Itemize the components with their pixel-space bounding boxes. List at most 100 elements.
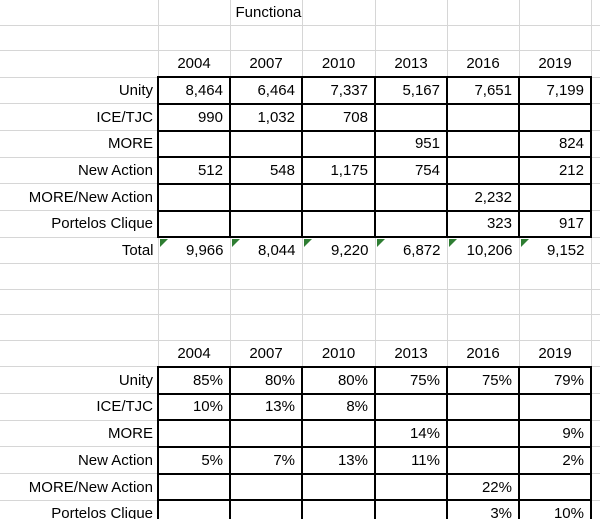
data-cell[interactable]: [518, 472, 592, 502]
year-header[interactable]: 2013: [374, 50, 448, 78]
data-cell[interactable]: 10%: [157, 392, 231, 422]
data-cell[interactable]: 917: [518, 209, 592, 239]
data-cell[interactable]: [518, 102, 592, 132]
data-cell[interactable]: 512: [157, 156, 231, 185]
grid-cell[interactable]: [518, 288, 592, 316]
grid-cell[interactable]: [590, 473, 600, 501]
data-cell[interactable]: [446, 102, 520, 132]
grid-cell[interactable]: [229, 314, 303, 342]
row-label[interactable]: ICE/TJC: [0, 103, 159, 132]
data-cell[interactable]: 548: [229, 156, 303, 185]
data-cell[interactable]: [374, 472, 448, 502]
data-cell[interactable]: [157, 472, 231, 502]
data-cell[interactable]: 1,032: [229, 102, 303, 132]
data-cell[interactable]: [157, 209, 231, 239]
data-cell[interactable]: [229, 472, 303, 502]
data-cell[interactable]: [157, 129, 231, 159]
data-cell[interactable]: 80%: [301, 365, 376, 395]
grid-cell[interactable]: [590, 446, 600, 475]
data-cell[interactable]: 824: [518, 129, 592, 159]
row-label[interactable]: MORE/New Action: [0, 183, 159, 212]
data-cell[interactable]: 2,232: [446, 182, 520, 212]
data-cell[interactable]: 2%: [518, 445, 592, 475]
grid-cell[interactable]: [590, 156, 600, 185]
grid-cell[interactable]: [518, 314, 592, 342]
data-cell[interactable]: 11%: [374, 445, 448, 475]
grid-cell[interactable]: [446, 24, 520, 52]
grid-cell[interactable]: [590, 314, 600, 342]
data-cell[interactable]: 212: [518, 156, 592, 185]
data-cell[interactable]: [229, 499, 303, 519]
data-cell[interactable]: 1,175: [301, 156, 376, 185]
year-header[interactable]: 2016: [446, 340, 520, 368]
row-label[interactable]: New Action: [0, 156, 159, 185]
data-cell[interactable]: 7%: [229, 445, 303, 475]
data-cell[interactable]: [374, 499, 448, 519]
grid-cell[interactable]: [0, 288, 159, 316]
row-label[interactable]: MORE: [0, 419, 159, 448]
data-cell[interactable]: [157, 182, 231, 212]
grid-cell[interactable]: [157, 314, 231, 342]
data-cell[interactable]: 323: [446, 209, 520, 239]
data-cell[interactable]: 6,464: [229, 76, 303, 105]
grid-cell[interactable]: [590, 24, 600, 52]
data-cell[interactable]: 7,651: [446, 76, 520, 105]
year-header[interactable]: 2013: [374, 340, 448, 368]
year-header[interactable]: 2016: [446, 50, 520, 78]
data-cell[interactable]: [301, 129, 376, 159]
data-cell[interactable]: [157, 499, 231, 519]
data-cell[interactable]: [301, 419, 376, 448]
grid-cell[interactable]: [590, 50, 600, 78]
grid-cell[interactable]: [590, 288, 600, 316]
grid-cell[interactable]: [590, 103, 600, 132]
data-cell[interactable]: 8%: [301, 392, 376, 422]
data-cell[interactable]: [157, 419, 231, 448]
data-cell[interactable]: 13%: [229, 392, 303, 422]
year-header[interactable]: 2007: [229, 340, 303, 368]
data-cell[interactable]: 5,167: [374, 76, 448, 105]
table-title[interactable]: Functional: [229, 0, 303, 26]
total-cell[interactable]: 9,220: [301, 236, 376, 265]
grid-cell[interactable]: [446, 314, 520, 342]
grid-cell[interactable]: [0, 0, 159, 26]
data-cell[interactable]: [301, 182, 376, 212]
grid-cell[interactable]: [590, 183, 600, 212]
data-cell[interactable]: [374, 209, 448, 239]
grid-cell[interactable]: [301, 288, 376, 316]
data-cell[interactable]: [229, 182, 303, 212]
grid-cell[interactable]: [374, 288, 448, 316]
grid-cell[interactable]: [446, 288, 520, 316]
data-cell[interactable]: [446, 445, 520, 475]
data-cell[interactable]: [446, 392, 520, 422]
grid-cell[interactable]: [157, 288, 231, 316]
data-cell[interactable]: 990: [157, 102, 231, 132]
data-cell[interactable]: [374, 102, 448, 132]
year-header[interactable]: 2004: [157, 50, 231, 78]
grid-cell[interactable]: [590, 130, 600, 158]
grid-cell[interactable]: [301, 0, 376, 26]
grid-cell[interactable]: [301, 263, 376, 290]
grid-cell[interactable]: [590, 393, 600, 421]
data-cell[interactable]: 10%: [518, 499, 592, 519]
data-cell[interactable]: [374, 392, 448, 422]
grid-cell[interactable]: [590, 0, 600, 26]
grid-cell[interactable]: [590, 366, 600, 395]
grid-cell[interactable]: [446, 0, 520, 26]
data-cell[interactable]: 7,199: [518, 76, 592, 105]
data-cell[interactable]: 79%: [518, 365, 592, 395]
data-cell[interactable]: 3%: [446, 499, 520, 519]
data-cell[interactable]: 9%: [518, 419, 592, 448]
year-header[interactable]: 2010: [301, 340, 376, 368]
data-cell[interactable]: 708: [301, 102, 376, 132]
data-cell[interactable]: 22%: [446, 472, 520, 502]
row-label[interactable]: ICE/TJC: [0, 393, 159, 421]
data-cell[interactable]: 5%: [157, 445, 231, 475]
year-header[interactable]: 2019: [518, 50, 592, 78]
row-label[interactable]: MORE: [0, 130, 159, 158]
grid-cell[interactable]: [590, 76, 600, 105]
year-header[interactable]: 2019: [518, 340, 592, 368]
data-cell[interactable]: 75%: [446, 365, 520, 395]
grid-cell[interactable]: [590, 263, 600, 290]
row-label[interactable]: Total: [0, 236, 159, 265]
data-cell[interactable]: 754: [374, 156, 448, 185]
